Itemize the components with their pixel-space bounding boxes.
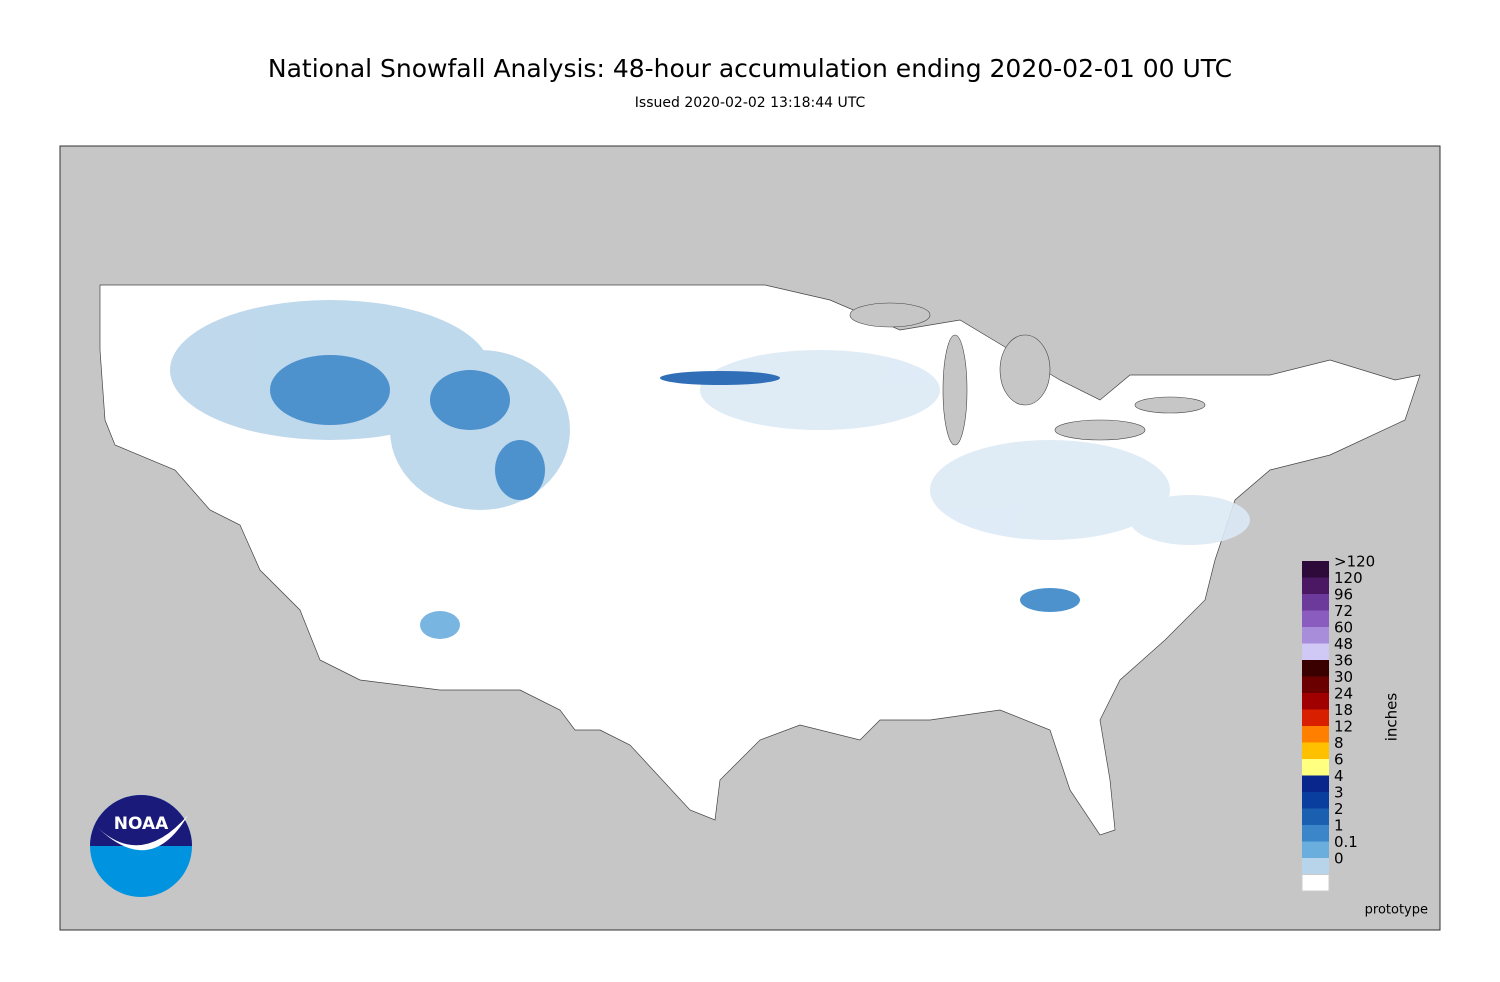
legend-swatch — [1302, 742, 1329, 759]
legend-swatch — [1302, 627, 1329, 644]
legend-label: 2 — [1334, 800, 1344, 818]
legend-label: 18 — [1334, 701, 1353, 719]
legend-swatch — [1302, 577, 1329, 594]
snow-shading — [170, 300, 1250, 639]
legend-swatch — [1302, 594, 1329, 611]
legend-label: 4 — [1334, 767, 1344, 785]
legend-label: 0.1 — [1334, 833, 1358, 851]
legend-swatch — [1302, 726, 1329, 743]
legend-label: 120 — [1334, 569, 1363, 587]
legend-swatch — [1302, 792, 1329, 809]
legend-swatch — [1301, 874, 1330, 892]
legend-swatch — [1302, 709, 1329, 726]
noaa-logo: NOAA — [90, 795, 192, 897]
title: National Snowfall Analysis: 48-hour accu… — [268, 54, 1232, 83]
legend-swatch — [1302, 660, 1329, 677]
legend-swatch — [1302, 693, 1329, 710]
legend-swatch — [1302, 825, 1329, 842]
legend-label: 36 — [1334, 652, 1353, 670]
footer-note: prototype — [1365, 903, 1428, 918]
legend-swatch — [1302, 610, 1329, 627]
legend-swatch — [1302, 841, 1329, 858]
legend-swatch — [1302, 676, 1329, 693]
lakes — [849, 302, 1206, 446]
legend-label: 60 — [1334, 619, 1353, 637]
legend-label: 96 — [1334, 586, 1353, 604]
legend-title: inches — [1383, 693, 1401, 742]
legend-label: 3 — [1334, 784, 1344, 802]
legend-swatch — [1302, 775, 1329, 792]
legend-label: 48 — [1334, 635, 1353, 653]
legend-swatch — [1302, 561, 1329, 578]
legend-swatch — [1302, 759, 1329, 776]
legend-label: 1 — [1334, 817, 1344, 835]
subtitle: Issued 2020-02-02 13:18:44 UTC — [635, 95, 866, 111]
legend-label: 0 — [1334, 850, 1344, 868]
legend-swatch — [1302, 643, 1329, 660]
legend-label: 30 — [1334, 668, 1353, 686]
legend-label: 12 — [1334, 718, 1353, 736]
legend-label: >120 — [1334, 553, 1375, 571]
legend-label: 24 — [1334, 685, 1353, 703]
logo-text: NOAA — [114, 814, 169, 834]
legend-label: 8 — [1334, 734, 1344, 752]
legend-swatch — [1302, 858, 1329, 875]
map — [59, 145, 1441, 931]
legend-swatch — [1302, 808, 1329, 825]
legend-label: 72 — [1334, 602, 1353, 620]
legend-label: 6 — [1334, 751, 1344, 769]
